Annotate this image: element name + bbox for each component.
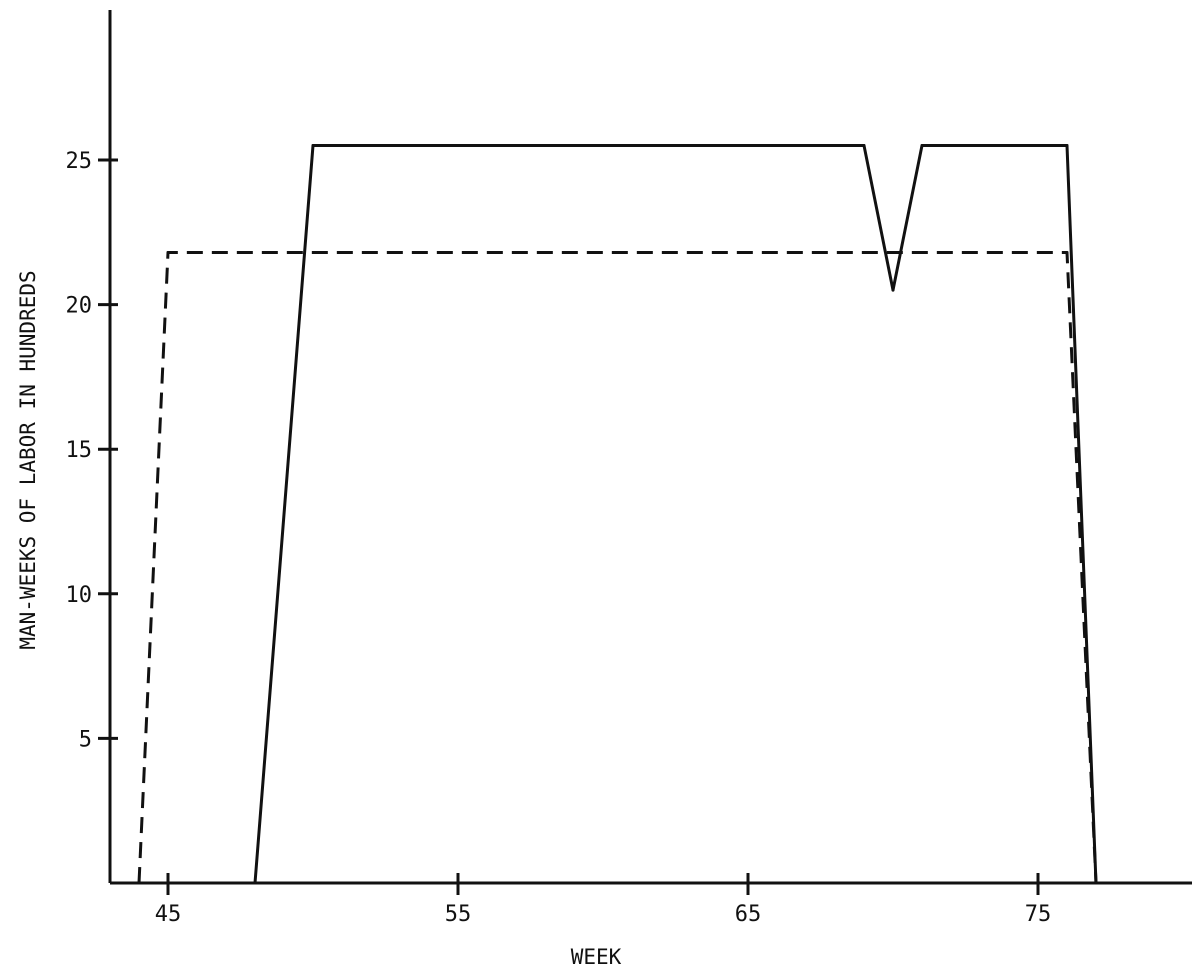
series-point (1094, 881, 1098, 885)
series-line-solid (253, 144, 1098, 884)
y-tick-label: 25 (66, 149, 93, 174)
x-axis-title: WEEK (571, 945, 622, 969)
series-point (166, 251, 170, 255)
y-axis-title: MAN-WEEKS OF LABOR IN HUNDREDS (16, 270, 40, 649)
series-point (891, 288, 895, 292)
series-point (253, 881, 257, 885)
y-tick-label: 5 (79, 727, 92, 752)
x-tick-label: 65 (735, 902, 762, 927)
series-point (1065, 144, 1069, 148)
series-point (1065, 251, 1069, 255)
series-point (920, 144, 924, 148)
series-layer (137, 144, 1098, 885)
y-tick-label: 20 (66, 294, 93, 319)
x-tick-label: 55 (445, 902, 472, 927)
series-point (862, 144, 866, 148)
ticks: 45 55 65 75 5 10 15 20 25 (66, 149, 1052, 927)
series-line-dashed (137, 251, 1098, 884)
axes (108, 10, 1192, 885)
y-tick-label: 15 (66, 438, 93, 463)
x-tick-label: 75 (1025, 902, 1052, 927)
y-tick-label: 10 (66, 583, 93, 608)
x-tick-label: 45 (155, 902, 182, 927)
series-point (137, 881, 141, 885)
series-point (311, 144, 315, 148)
